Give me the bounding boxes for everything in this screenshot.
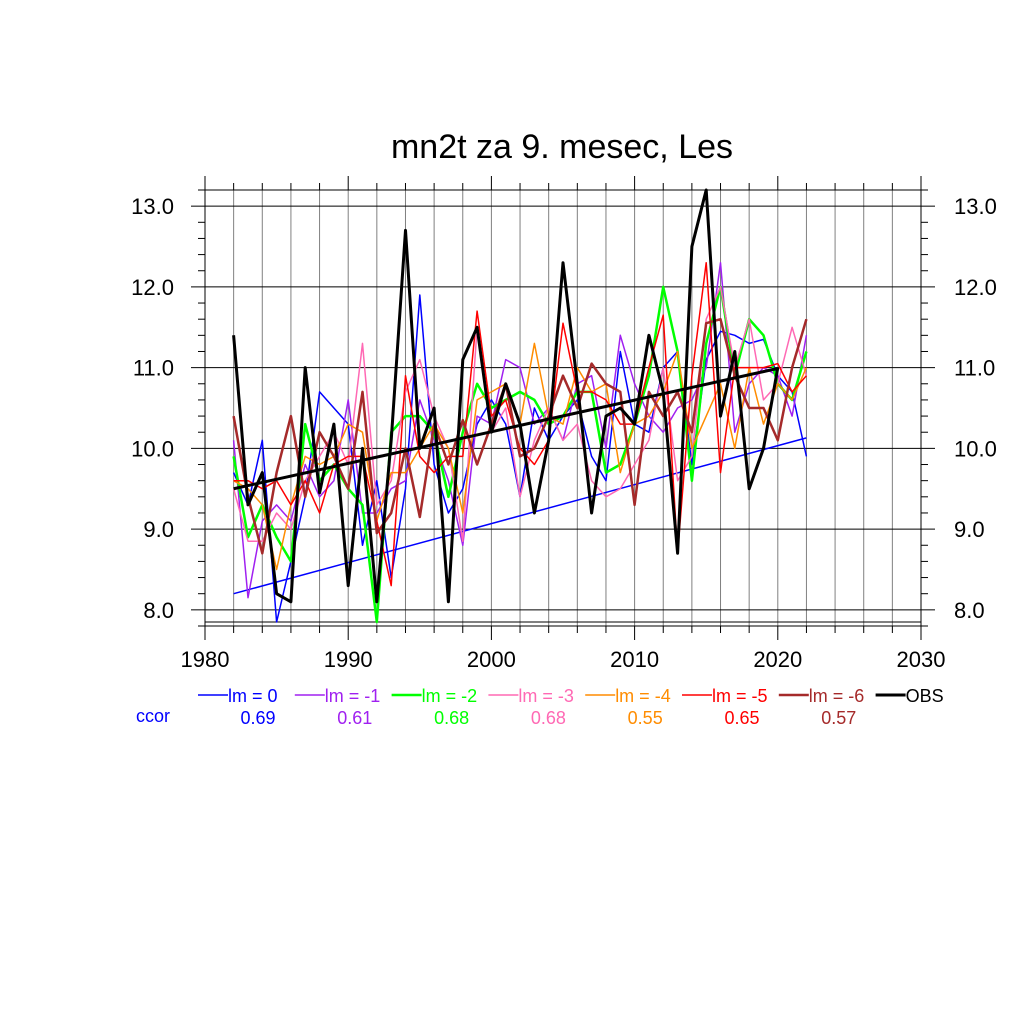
legend-label: lm = -5 (712, 686, 768, 706)
ccor-label: ccor (136, 706, 170, 726)
x-tick-label: 2020 (753, 647, 802, 672)
y-tick-label-right: 11.0 (954, 356, 995, 381)
x-tick-label: 2030 (897, 647, 946, 672)
legend-label: lm = -3 (518, 686, 574, 706)
ccor-value: 0.68 (531, 708, 566, 728)
x-tick-label: 2000 (467, 647, 516, 672)
ccor-value: 0.65 (724, 708, 759, 728)
y-tick-label-right: 8.0 (954, 598, 985, 623)
x-tick-label: 2010 (610, 647, 659, 672)
legend-label: lm = 0 (228, 686, 278, 706)
y-tick-label: 9.0 (143, 517, 174, 542)
y-tick-label: 10.0 (131, 436, 174, 461)
ccor-value: 0.68 (434, 708, 469, 728)
legend-label: lm = -6 (809, 686, 865, 706)
y-tick-label: 8.0 (143, 598, 174, 623)
trend-line (233, 437, 807, 595)
legend-label: lm = -1 (325, 686, 381, 706)
x-tick-label: 1980 (181, 647, 230, 672)
legend-label: lm = -2 (422, 686, 478, 706)
plot-frame (204, 189, 922, 627)
chart-title: mn2t za 9. mesec, Les (391, 128, 733, 166)
tick-labels: 1980 1990 2000 2010 2020 2030 8.0 8.0 9.0 9.0 10.0… (131, 194, 997, 672)
y-tick-label-right: 12.0 (954, 275, 997, 300)
tick-marks (191, 176, 935, 640)
series-line (233, 261, 807, 587)
x-tick-label: 1990 (324, 647, 373, 672)
y-tick-label-right: 10.0 (954, 436, 997, 461)
y-tick-label: 12.0 (131, 275, 174, 300)
legend-label: lm = -4 (615, 686, 671, 706)
y-tick-label: 13.0 (131, 194, 174, 219)
y-tick-label-right: 9.0 (954, 517, 985, 542)
y-tick-label: 11.0 (133, 356, 174, 381)
legend-label: OBS (906, 686, 944, 706)
ccor-value: 0.57 (821, 708, 856, 728)
grid (204, 189, 922, 626)
ccor-value: 0.61 (337, 708, 372, 728)
y-tick-label-right: 13.0 (954, 194, 997, 219)
series-layer (232, 188, 808, 624)
ccor-value: 0.69 (240, 708, 275, 728)
trend-line (233, 366, 779, 491)
ccor-value: 0.55 (628, 708, 663, 728)
